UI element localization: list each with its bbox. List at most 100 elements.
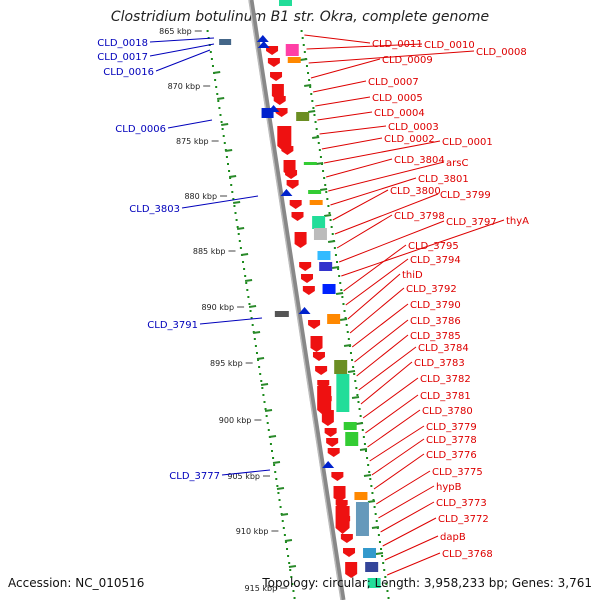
position-ticks: 865 kbp 870 kbp 875 kbp 880 kbp 885 kbp 890 k… [159,27,288,593]
gene-box-12 [334,360,348,374]
gene-box-7 [313,228,327,240]
gene-label-cld-3768: CLD_3768 [442,549,493,560]
forward-arrow-17 [308,320,321,329]
track-ticks [213,58,384,568]
gene-label-cld-0016: CLD_0016 [103,67,154,78]
gene-label-cld-3803: CLD_3803 [129,204,180,215]
forward-arrow-16 [302,286,315,295]
gene-label-cld-3781: CLD_3781 [420,391,471,402]
reverse-box-2 [274,311,289,317]
forward-leaders [304,34,505,576]
forward-arrow-11 [289,200,302,209]
forward-arrow-28 [333,486,346,502]
gene-label-thid: thiD [402,270,423,281]
accession-label: Accession: NC_010516 [8,576,145,590]
gene-label-cld-0005: CLD_0005 [372,93,423,104]
forward-arrow-10 [286,180,299,189]
forward-block-2 [335,506,350,534]
forward-arrow-5 [275,108,288,117]
gene-label-cld-0011: CLD_0011 [372,39,423,50]
reverse-gene-labels: CLD_0018 CLD_0017 CLD_0016 CLD_0006 CLD_3803… [97,38,220,482]
gene-box-17 [355,502,369,536]
gene-box-11 [327,314,341,324]
gene-box-1 [287,57,301,63]
position-tick-2: 875 kbp [176,137,209,146]
gene-label-cld-0002: CLD_0002 [384,134,435,145]
position-tick-5: 890 kbp [201,303,234,312]
gene-box-2 [296,112,310,121]
gene-box-20 [367,578,381,588]
forward-block-0 [277,126,292,152]
position-tick-3: 880 kbp [184,192,217,201]
forward-arrow-26 [327,448,340,457]
genome-backbone [248,0,346,600]
gene-label-cld-3798: CLD_3798 [394,211,445,222]
gene-label-cld-3795: CLD_3795 [408,241,459,252]
gene-box-0 [285,44,299,56]
forward-arrow-0 [266,46,279,55]
reverse-leaders [149,37,271,476]
gene-label-cld-3779: CLD_3779 [426,422,477,433]
gene-label-cld-3791: CLD_3791 [147,320,198,331]
gene-label-arsc: arsC [446,158,468,169]
reverse-box-0 [219,39,232,45]
gene-box-3 [303,162,317,165]
forward-arrow-27 [331,472,344,481]
gene-box-10 [322,284,336,294]
gene-label-cld-3790: CLD_3790 [410,300,461,311]
gene-label-cld-3792: CLD_3792 [406,284,457,295]
forward-arrow-31 [340,534,353,543]
gene-box-6 [312,216,326,229]
gene-label-cld-3773: CLD_3773 [436,498,487,509]
gene-label-dapb: dapB [440,532,466,543]
gene-label-cld-0009: CLD_0009 [382,55,433,66]
gene-label-cld-3777: CLD_3777 [169,471,220,482]
gene-box-19 [365,562,379,572]
gene-label-cld-3776: CLD_3776 [426,450,477,461]
gene-label-cld-3797: CLD_3797 [446,217,497,228]
forward-arrow-2 [270,72,283,81]
genome-stats: Topology: circular; Length: 3,958,233 bp… [262,576,592,590]
reverse-arrow-3 [280,189,293,196]
gene-label-cld-0004: CLD_0004 [374,108,425,119]
gene-label-cld-3799: CLD_3799 [440,190,491,201]
gene-box-4 [308,190,322,194]
reverse-arrow-0 [256,35,269,42]
forward-arrow-13 [294,232,307,248]
gene-label-cld-3775: CLD_3775 [432,467,483,478]
gene-box-14 [343,422,357,430]
forward-arrow-18 [310,336,323,352]
forward-arrow-24 [324,428,337,437]
gene-label-cld-3783: CLD_3783 [414,358,465,369]
gene-label-cld-0006: CLD_0006 [115,124,166,135]
gc-skew-track [206,30,390,599]
gene-label-cld-0017: CLD_0017 [97,52,148,63]
gene-box-13 [336,374,350,412]
forward-arrow-1 [267,58,280,67]
gene-label-hypb: hypB [436,482,462,493]
position-tick-0: 865 kbp [159,27,192,36]
forward-block-1 [317,386,332,416]
gene-label-cld-0003: CLD_0003 [388,122,439,133]
gene-label-cld-3801: CLD_3801 [418,174,469,185]
gene-label-cld-3794: CLD_3794 [410,255,461,266]
gene-label-cld-3804: CLD_3804 [394,155,445,166]
forward-arrow-4 [273,96,286,105]
gene-box-18 [363,548,377,558]
forward-arrow-14 [299,262,312,271]
forward-arrow-19 [312,352,325,361]
forward-arrow-33 [345,562,358,578]
forward-arrow-32 [343,548,356,557]
position-tick-8: 905 kbp [227,472,260,481]
gene-label-cld-3780: CLD_3780 [422,406,473,417]
reverse-arrow-5 [322,461,335,468]
gene-label-cld-3784: CLD_3784 [418,343,469,354]
gene-label-cld-3785: CLD_3785 [410,331,461,342]
forward-arrow-9 [285,170,298,179]
gene-label-cld-0018: CLD_0018 [97,38,148,49]
gene-box-16 [354,492,368,500]
gene-label-cld-0001: CLD_0001 [442,137,493,148]
gene-box-21 [279,0,292,6]
